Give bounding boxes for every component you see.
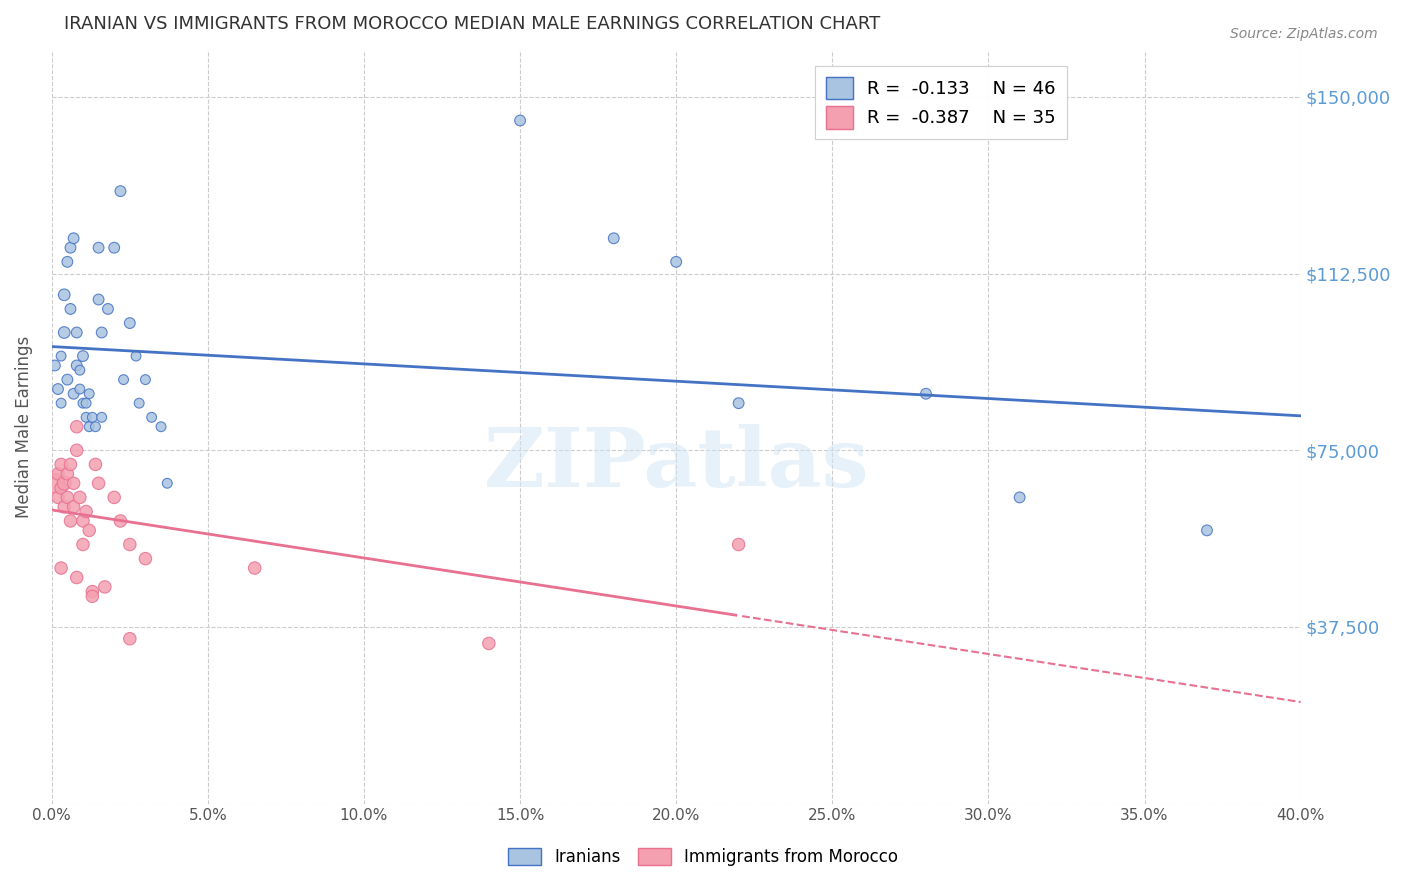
Point xyxy=(56,255,79,269)
Point xyxy=(1008,491,1031,505)
Point xyxy=(59,458,82,472)
Point xyxy=(69,363,91,377)
Point xyxy=(915,386,938,401)
Point xyxy=(62,231,84,245)
Point xyxy=(97,301,120,316)
Point xyxy=(77,386,100,401)
Point xyxy=(56,373,79,387)
Point xyxy=(53,288,76,302)
Point xyxy=(727,537,749,551)
Point xyxy=(103,491,125,505)
Point xyxy=(118,537,141,551)
Point xyxy=(66,570,89,584)
Point xyxy=(82,410,104,425)
Point xyxy=(59,241,82,255)
Point xyxy=(156,476,179,491)
Point xyxy=(56,467,79,481)
Point xyxy=(53,500,76,514)
Point xyxy=(56,491,79,505)
Point xyxy=(141,410,163,425)
Point xyxy=(53,326,76,340)
Point xyxy=(243,561,266,575)
Point xyxy=(72,537,94,551)
Point xyxy=(84,458,107,472)
Point xyxy=(478,636,501,650)
Point xyxy=(603,231,626,245)
Point xyxy=(727,396,749,410)
Point xyxy=(49,396,72,410)
Point xyxy=(44,476,66,491)
Point xyxy=(72,396,94,410)
Point xyxy=(665,255,688,269)
Point xyxy=(87,476,110,491)
Legend: Iranians, Immigrants from Morocco: Iranians, Immigrants from Morocco xyxy=(499,840,907,875)
Point xyxy=(118,316,141,330)
Point xyxy=(62,386,84,401)
Point xyxy=(66,359,89,373)
Point xyxy=(59,301,82,316)
Point xyxy=(82,590,104,604)
Point xyxy=(46,382,69,396)
Point xyxy=(66,326,89,340)
Point xyxy=(75,504,97,518)
Point xyxy=(128,396,150,410)
Point xyxy=(77,419,100,434)
Point xyxy=(77,524,100,538)
Point xyxy=(53,476,76,491)
Point xyxy=(150,419,173,434)
Point xyxy=(46,491,69,505)
Point xyxy=(49,349,72,363)
Point xyxy=(69,491,91,505)
Point xyxy=(90,410,112,425)
Point xyxy=(59,514,82,528)
Point xyxy=(134,551,156,566)
Point xyxy=(110,184,132,198)
Point xyxy=(112,373,135,387)
Y-axis label: Median Male Earnings: Median Male Earnings xyxy=(15,335,32,518)
Point xyxy=(69,382,91,396)
Point xyxy=(44,359,66,373)
Point xyxy=(49,561,72,575)
Point xyxy=(90,326,112,340)
Point xyxy=(118,632,141,646)
Point xyxy=(84,419,107,434)
Point xyxy=(87,293,110,307)
Point xyxy=(125,349,148,363)
Point xyxy=(75,410,97,425)
Point xyxy=(72,514,94,528)
Legend: R =  -0.133    N = 46, R =  -0.387    N = 35: R = -0.133 N = 46, R = -0.387 N = 35 xyxy=(815,66,1067,139)
Point xyxy=(103,241,125,255)
Point xyxy=(110,514,132,528)
Point xyxy=(66,419,89,434)
Point xyxy=(66,443,89,458)
Point xyxy=(49,458,72,472)
Text: ZIPatlas: ZIPatlas xyxy=(484,425,869,504)
Text: Source: ZipAtlas.com: Source: ZipAtlas.com xyxy=(1230,27,1378,41)
Point xyxy=(82,584,104,599)
Point xyxy=(87,241,110,255)
Point xyxy=(75,396,97,410)
Point xyxy=(62,476,84,491)
Point xyxy=(94,580,117,594)
Point xyxy=(49,481,72,495)
Point xyxy=(46,467,69,481)
Point xyxy=(62,500,84,514)
Point xyxy=(509,113,531,128)
Text: IRANIAN VS IMMIGRANTS FROM MOROCCO MEDIAN MALE EARNINGS CORRELATION CHART: IRANIAN VS IMMIGRANTS FROM MOROCCO MEDIA… xyxy=(65,15,880,33)
Point xyxy=(134,373,156,387)
Point xyxy=(72,349,94,363)
Point xyxy=(1195,524,1218,538)
